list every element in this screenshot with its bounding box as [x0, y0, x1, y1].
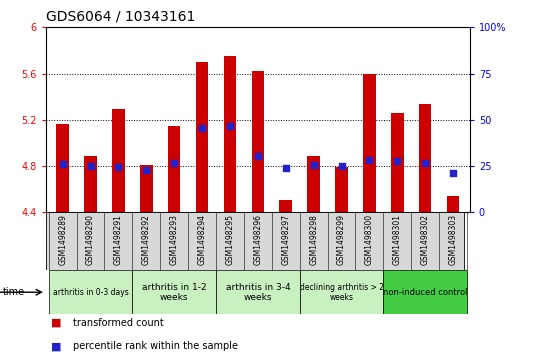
Point — [254, 153, 262, 159]
Point — [226, 123, 234, 129]
Text: GSM1498296: GSM1498296 — [253, 214, 262, 265]
Text: GDS6064 / 10343161: GDS6064 / 10343161 — [46, 9, 195, 24]
Bar — [84, 156, 97, 212]
Text: GSM1498290: GSM1498290 — [86, 214, 95, 265]
Text: arthritis in 1-2
weeks: arthritis in 1-2 weeks — [142, 282, 206, 302]
Bar — [335, 167, 348, 212]
Text: time: time — [3, 287, 25, 297]
Text: GSM1498303: GSM1498303 — [449, 214, 457, 265]
Text: non-induced control: non-induced control — [383, 288, 468, 297]
Text: GSM1498293: GSM1498293 — [170, 214, 179, 265]
FancyBboxPatch shape — [383, 270, 467, 314]
Text: GSM1498298: GSM1498298 — [309, 214, 318, 265]
Text: arthritis in 0-3 days: arthritis in 0-3 days — [52, 288, 129, 297]
Bar — [363, 74, 376, 212]
Text: GSM1498299: GSM1498299 — [337, 214, 346, 265]
Bar — [168, 126, 180, 212]
Point — [114, 164, 123, 170]
Point — [449, 170, 457, 176]
FancyBboxPatch shape — [49, 270, 132, 314]
Point — [393, 159, 402, 164]
FancyBboxPatch shape — [132, 270, 216, 314]
Bar — [419, 103, 431, 212]
Text: GSM1498292: GSM1498292 — [142, 214, 151, 265]
Text: GSM1498297: GSM1498297 — [281, 214, 290, 265]
Bar — [196, 62, 208, 212]
Point — [142, 167, 151, 172]
Text: GSM1498301: GSM1498301 — [393, 214, 402, 265]
Point — [365, 158, 374, 163]
FancyBboxPatch shape — [46, 212, 464, 270]
Text: GSM1498291: GSM1498291 — [114, 214, 123, 265]
Text: GSM1498300: GSM1498300 — [365, 214, 374, 265]
FancyBboxPatch shape — [300, 270, 383, 314]
Point — [337, 163, 346, 169]
Bar — [391, 113, 403, 212]
Text: declining arthritis > 2
weeks: declining arthritis > 2 weeks — [300, 282, 383, 302]
FancyBboxPatch shape — [216, 270, 300, 314]
Bar — [307, 156, 320, 212]
Bar — [447, 196, 460, 212]
Bar — [252, 71, 264, 212]
Text: ■: ■ — [51, 341, 62, 351]
Text: transformed count: transformed count — [73, 318, 164, 328]
Bar — [140, 165, 153, 212]
Text: GSM1498295: GSM1498295 — [226, 214, 234, 265]
Point — [421, 160, 429, 166]
Point — [198, 125, 206, 131]
Text: ■: ■ — [51, 318, 62, 328]
Point — [86, 163, 95, 169]
Bar — [56, 125, 69, 212]
Point — [58, 161, 67, 167]
Text: arthritis in 3-4
weeks: arthritis in 3-4 weeks — [226, 282, 290, 302]
Text: percentile rank within the sample: percentile rank within the sample — [73, 341, 238, 351]
Point — [309, 162, 318, 168]
Bar — [112, 109, 125, 212]
Point — [281, 166, 290, 171]
Bar — [224, 56, 236, 212]
Text: GSM1498289: GSM1498289 — [58, 214, 67, 265]
Bar — [280, 200, 292, 212]
Text: GSM1498294: GSM1498294 — [198, 214, 207, 265]
Point — [170, 160, 179, 166]
Text: GSM1498302: GSM1498302 — [421, 214, 430, 265]
